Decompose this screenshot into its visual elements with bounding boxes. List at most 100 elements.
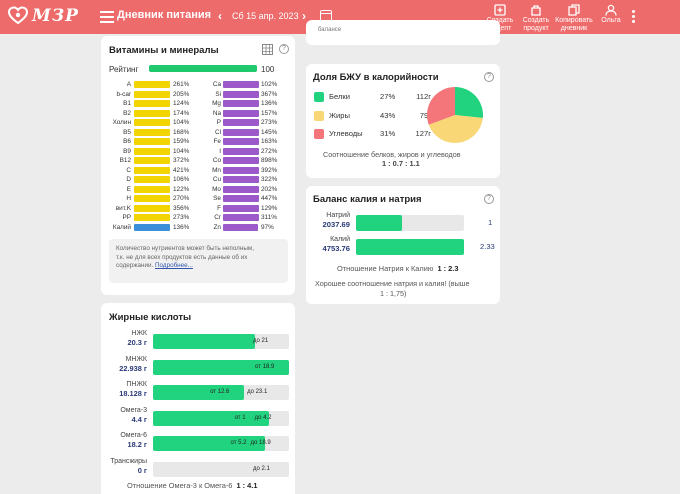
fatty-acid-row[interactable]: ПНЖК 18.128 г от 12.6 до 23.1 xyxy=(109,381,289,401)
help-icon[interactable]: ? xyxy=(484,194,494,204)
logo[interactable]: МЗР xyxy=(8,6,79,26)
nutrient-row[interactable]: Co 898% xyxy=(101,156,295,165)
fatty-acid-min: от 1 xyxy=(234,414,246,421)
user-menu-button[interactable]: Ольга xyxy=(598,4,624,25)
nutrient-name: Co xyxy=(212,157,221,164)
nutrient-name: вит.K xyxy=(115,204,131,212)
nutrient-row[interactable]: B12 372% xyxy=(101,156,295,165)
fatty-acids-title: Жирные кислоты xyxy=(109,312,192,323)
nutrient-name: B9 xyxy=(123,147,131,155)
help-icon[interactable]: ? xyxy=(484,72,494,82)
fatty-acid-row[interactable]: Омега-6 18.2 г от 5.2 до 18.9 xyxy=(109,432,289,452)
nutrient-row[interactable]: Калий 136% xyxy=(101,223,295,232)
copy-diary-button[interactable]: Копировать дневник xyxy=(550,4,598,33)
chevron-right-icon[interactable]: › xyxy=(302,9,306,23)
electrolyte-row[interactable]: Калий 4753.76 2.33 xyxy=(314,236,499,258)
nutrient-bar xyxy=(223,119,259,126)
fatty-acid-name: МНЖК xyxy=(125,355,147,363)
fatty-acid-row[interactable]: МНЖК 22.938 г от 18.9 xyxy=(109,356,289,376)
menu-icon[interactable] xyxy=(100,11,114,23)
help-icon[interactable]: ? xyxy=(279,44,289,54)
nutrient-value: 104% xyxy=(173,147,190,155)
nutrient-bar xyxy=(223,195,259,202)
nutrient-row[interactable]: E 122% xyxy=(101,185,295,194)
nutrient-bar xyxy=(223,214,259,221)
fatty-acid-row[interactable]: НЖК 20.3 г до 21 xyxy=(109,330,289,350)
nutrient-name: P xyxy=(216,119,221,126)
nutrient-bar xyxy=(223,157,259,164)
nutrient-name: E xyxy=(126,185,131,193)
nutrient-bar xyxy=(134,166,170,174)
nutrient-name: Калий xyxy=(112,223,131,231)
nutrient-row[interactable]: PP 273% xyxy=(101,213,295,222)
fatty-acid-max: до 4.2 xyxy=(254,414,272,421)
nutrient-row[interactable]: Mg 136% xyxy=(101,99,295,108)
fatty-acid-name: ПНЖК xyxy=(126,381,147,388)
fatty-acid-max: до 18.9 xyxy=(250,440,271,446)
electrolyte-bar xyxy=(356,215,464,231)
table-view-icon[interactable] xyxy=(262,44,273,55)
nutrient-name: PP xyxy=(122,214,131,221)
nutrient-value: 106% xyxy=(173,176,190,183)
nutrient-name: A xyxy=(126,81,131,88)
nutrient-row[interactable]: Холин 104% xyxy=(101,118,295,127)
nutrient-row[interactable]: Na 157% xyxy=(101,109,295,118)
nutrient-row[interactable]: Zn 97% xyxy=(101,223,295,232)
current-date[interactable]: Сб 15 апр. 2023 xyxy=(232,11,299,21)
nutrient-row[interactable]: F 129% xyxy=(101,204,295,213)
nutrient-row[interactable]: C 421% xyxy=(101,166,295,175)
nutrient-row[interactable]: A 261% xyxy=(101,80,295,89)
nutrient-row[interactable]: B9 104% xyxy=(101,147,295,156)
electrolyte-name: Натрий xyxy=(326,212,350,219)
nutrient-row[interactable]: вит.K 356% xyxy=(101,204,295,213)
fatty-acid-min: от 12.6 xyxy=(210,389,230,395)
fatty-acid-bar: от 18.9 xyxy=(153,359,289,375)
nutrient-row[interactable]: Se 447% xyxy=(101,194,295,203)
nutrient-bar xyxy=(223,100,259,107)
nutrient-row[interactable]: I 272% xyxy=(101,147,295,156)
nutrient-bar xyxy=(223,223,258,231)
sodium-potassium-ratio: Отношение Натрия к Калию 1 : 2.3 xyxy=(337,264,458,273)
nutrient-value: 145% xyxy=(261,128,278,136)
nutrient-name: Se xyxy=(213,195,221,202)
fatty-acid-bar: до 2.1 xyxy=(153,461,289,477)
create-product-icon xyxy=(531,5,541,16)
nutrient-row[interactable]: Cr 311% xyxy=(101,213,295,222)
electrolyte-ratio-number: 1 xyxy=(488,218,493,227)
nutrient-row[interactable]: Cl 145% xyxy=(101,128,295,137)
bju-percent: 27% xyxy=(380,92,396,101)
electrolyte-row[interactable]: Натрий 2037.69 1 xyxy=(314,212,499,234)
nutrient-value: 898% xyxy=(261,157,278,164)
nutrient-row[interactable]: Mo 202% xyxy=(101,185,295,194)
nutrient-row[interactable]: B2 174% xyxy=(101,109,295,118)
nutrient-row[interactable]: Fe 163% xyxy=(101,137,295,146)
chevron-left-icon[interactable]: ‹ xyxy=(218,9,222,23)
more-vertical-icon[interactable] xyxy=(632,10,636,25)
nutrient-row[interactable]: Si 367% xyxy=(101,90,295,99)
pie-slice-fat xyxy=(428,115,483,143)
nutrient-bar xyxy=(134,195,170,202)
fatty-acid-row[interactable]: Омега-3 4.4 г от 1 до 4.2 xyxy=(109,407,289,427)
nutrient-value: 272% xyxy=(261,147,278,155)
partial-card-text: балансе xyxy=(318,27,342,33)
nutrient-row[interactable]: Cu 322% xyxy=(101,175,295,184)
create-product-button[interactable]: Создать продукт xyxy=(518,4,554,33)
nutrient-row[interactable]: b-car 205% xyxy=(101,90,295,99)
more-info-link[interactable]: Подробнее... xyxy=(155,262,193,269)
nutrient-row[interactable]: D 106% xyxy=(101,175,295,184)
fatty-acid-row[interactable]: Трансжиры 0 г до 2.1 xyxy=(109,458,289,478)
nutrient-row[interactable]: B5 168% xyxy=(101,128,295,137)
nutrient-row[interactable]: P 273% xyxy=(101,118,295,127)
fatty-acid-bar-fill xyxy=(153,436,265,451)
nutrient-row[interactable]: H 270% xyxy=(101,194,295,203)
nutrient-row[interactable]: Mn 392% xyxy=(101,166,295,175)
nutrient-value: 124% xyxy=(173,100,190,107)
potassium-sodium-card: Баланс калия и натрия ? Натрий 2037.69 1 Ка… xyxy=(306,186,500,304)
nutrient-row[interactable]: Ca 102% xyxy=(101,80,295,89)
fatty-acid-value: 18.2 г xyxy=(127,440,147,449)
nutrient-row[interactable]: B1 124% xyxy=(101,99,295,108)
nutrient-bar xyxy=(134,214,170,221)
nutrient-row[interactable]: B6 159% xyxy=(101,137,295,146)
nutrient-bar xyxy=(223,166,259,174)
sodium-potassium-ratio-text: Отношение Натрия к Калию xyxy=(337,264,434,273)
